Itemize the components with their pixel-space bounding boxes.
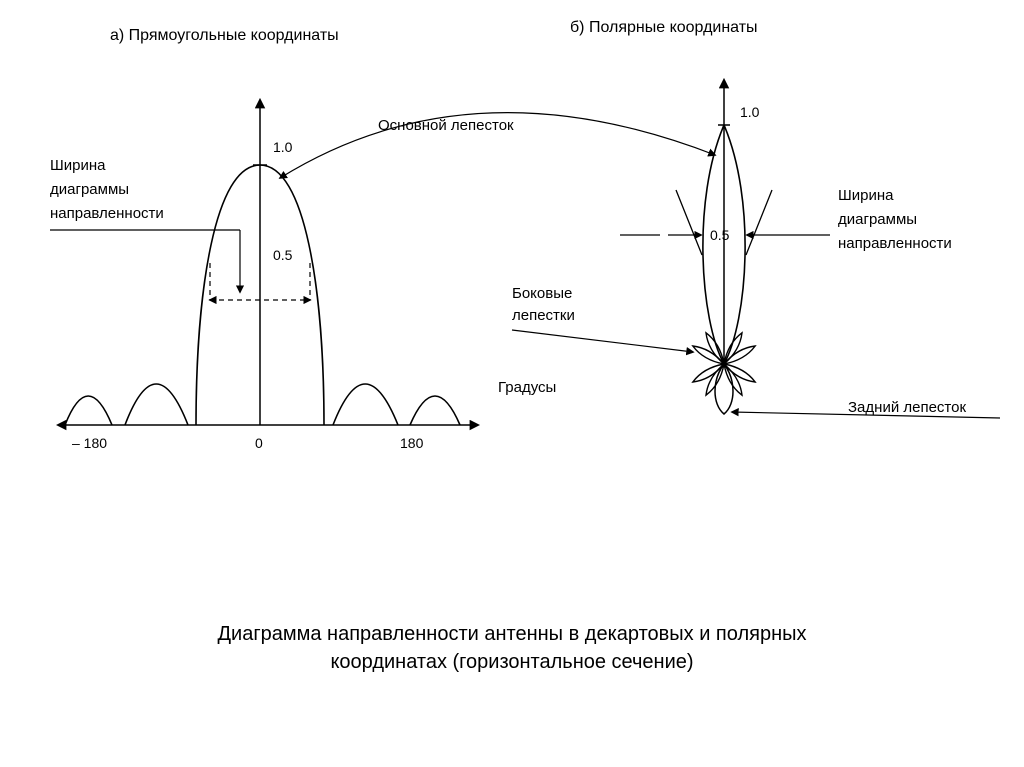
panel-a-xlabel: Градусы bbox=[498, 379, 556, 396]
svg-text:направленности: направленности bbox=[50, 205, 164, 222]
svg-text:0: 0 bbox=[255, 435, 263, 451]
svg-text:180: 180 bbox=[400, 435, 424, 451]
panel-a-side-lobes bbox=[65, 384, 460, 425]
svg-text:лепестки: лепестки bbox=[512, 307, 575, 324]
panel-a-axes bbox=[58, 100, 478, 425]
svg-text:направленности: направленности bbox=[838, 235, 952, 252]
panel-a-y05: 0.5 bbox=[273, 247, 293, 263]
svg-text:диаграммы: диаграммы bbox=[50, 181, 129, 198]
panel-b-beamwidth-label: Ширина диаграммы направленности bbox=[838, 187, 952, 252]
panel-b-backlobe-label: Задний лепесток bbox=[848, 399, 966, 416]
panel-b-sidelobes-label: Боковые лепестки bbox=[512, 285, 575, 324]
panel-b-y1: 1.0 bbox=[740, 104, 760, 120]
svg-text:Боковые: Боковые bbox=[512, 285, 572, 302]
svg-text:– 180: – 180 bbox=[72, 435, 107, 451]
panel-a-y1: 1.0 bbox=[273, 139, 293, 155]
main-lobe-label: Основной лепесток bbox=[378, 117, 514, 134]
panel-b-sidelobes-leader bbox=[512, 330, 693, 352]
panel-b-back-lobe bbox=[715, 364, 733, 414]
figure-caption: Диаграмма направленности антенны в декар… bbox=[0, 620, 1024, 676]
panel-a-title: а) Прямоугольные координаты bbox=[110, 27, 339, 44]
panel-a-xticks: – 180 0 180 bbox=[72, 435, 424, 451]
svg-text:Ширина: Ширина bbox=[838, 187, 894, 204]
svg-text:диаграммы: диаграммы bbox=[838, 211, 917, 228]
panel-a-beamwidth-label: Ширина диаграммы направленности bbox=[50, 157, 164, 222]
svg-text:Ширина: Ширина bbox=[50, 157, 106, 174]
panel-b-title: б) Полярные координаты bbox=[570, 19, 758, 36]
panel-b-y05: 0.5 bbox=[710, 227, 730, 243]
